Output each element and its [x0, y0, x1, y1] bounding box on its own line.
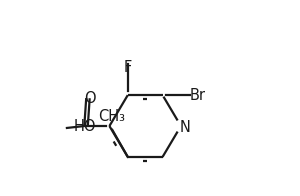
Text: Br: Br — [190, 88, 206, 103]
Text: F: F — [124, 60, 132, 75]
Text: CH₃: CH₃ — [98, 109, 125, 124]
Text: O: O — [84, 91, 96, 106]
Text: N: N — [180, 121, 191, 135]
Text: HO: HO — [74, 119, 96, 133]
